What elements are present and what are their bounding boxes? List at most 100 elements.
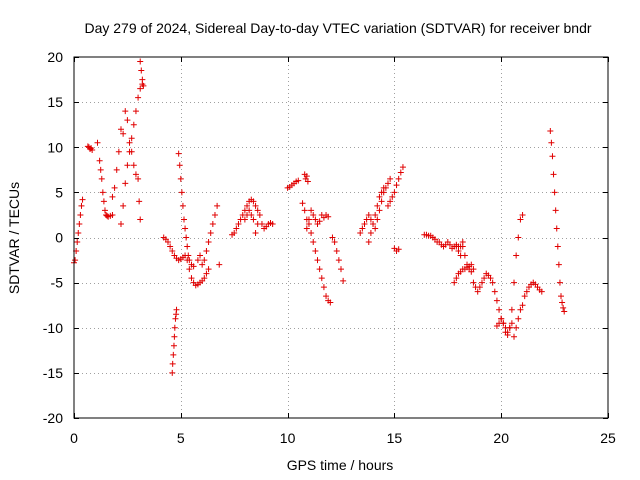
data-point <box>209 220 216 227</box>
data-point <box>126 139 133 146</box>
data-point <box>556 279 563 286</box>
y-tick-label: 10 <box>47 139 63 155</box>
data-point <box>246 207 253 214</box>
grid-lines <box>74 57 608 418</box>
chart-title: Day 279 of 2024, Sidereal Day-to-day VTE… <box>84 20 591 36</box>
data-point <box>338 266 344 273</box>
data-point <box>184 243 191 250</box>
x-tick-label: 5 <box>177 430 185 446</box>
axis-ticks <box>74 57 609 419</box>
x-tick-label: 0 <box>70 430 78 446</box>
data-point <box>175 150 182 157</box>
data-point <box>365 211 372 218</box>
data-point <box>374 202 381 209</box>
data-series-arc-12 <box>241 207 261 236</box>
data-point <box>171 333 178 340</box>
x-axis-label: GPS time / hours <box>287 457 394 473</box>
data-point <box>399 164 406 171</box>
data-point <box>169 369 176 376</box>
data-point <box>370 220 377 227</box>
data-point <box>139 76 146 83</box>
x-tick-label: 20 <box>493 430 509 446</box>
data-point <box>98 175 105 182</box>
data-point <box>493 297 500 304</box>
data-point <box>470 279 477 286</box>
data-series-arc-17 <box>329 234 347 284</box>
data-point <box>367 229 374 236</box>
data-point <box>77 211 84 218</box>
data-point <box>190 263 197 270</box>
data-point <box>185 252 192 259</box>
data-point <box>244 202 251 209</box>
data-point <box>115 148 122 155</box>
data-point <box>320 284 327 291</box>
data-point <box>372 211 379 218</box>
data-point <box>511 279 518 286</box>
data-point <box>538 288 545 295</box>
data-point <box>468 261 475 268</box>
data-series-arc-08 <box>160 234 212 289</box>
data-point <box>380 184 387 191</box>
data-point <box>378 198 385 205</box>
data-point <box>250 198 257 205</box>
data-point <box>126 148 133 155</box>
data-point <box>508 306 515 313</box>
y-axis-label: SDTVAR / TECUs <box>6 182 22 294</box>
y-tick-label: -15 <box>43 365 63 381</box>
data-point <box>170 342 177 349</box>
data-point <box>109 211 116 218</box>
data-point <box>96 157 103 164</box>
data-series-arc-22 <box>421 231 466 252</box>
data-point <box>476 284 483 291</box>
data-point <box>513 252 520 259</box>
data-point <box>130 162 137 169</box>
data-point <box>318 275 325 282</box>
data-point <box>250 216 257 223</box>
data-point <box>314 257 321 264</box>
data-point <box>376 207 383 214</box>
data-point <box>205 266 212 273</box>
data-point <box>194 257 201 264</box>
data-point <box>515 315 522 322</box>
data-point <box>79 196 86 203</box>
data-series-arc-16 <box>303 207 332 232</box>
data-point <box>548 139 555 146</box>
data-point <box>325 213 332 220</box>
data-point <box>308 207 315 214</box>
data-series-arc-19 <box>365 184 387 246</box>
data-points <box>71 58 568 376</box>
data-point <box>176 162 183 169</box>
data-point <box>489 279 496 286</box>
data-point <box>178 189 185 196</box>
data-point <box>124 162 131 169</box>
data-point <box>323 293 330 300</box>
data-point <box>453 275 460 282</box>
data-point <box>135 94 142 101</box>
data-point <box>94 139 101 146</box>
data-point <box>203 270 210 277</box>
data-point <box>519 302 526 309</box>
data-point <box>132 171 139 178</box>
data-series-arc-21 <box>391 245 402 255</box>
data-point <box>78 202 85 209</box>
data-point <box>211 211 218 218</box>
data-point <box>137 58 144 65</box>
data-point <box>513 324 520 331</box>
plot-frame <box>73 56 609 419</box>
data-point <box>201 257 208 264</box>
data-point <box>252 229 259 236</box>
data-point <box>101 207 108 214</box>
data-point <box>455 248 462 255</box>
data-point <box>72 257 79 264</box>
data-point <box>550 171 557 178</box>
data-series-arc-14 <box>301 171 311 185</box>
data-point <box>203 248 210 255</box>
data-point <box>312 216 319 223</box>
data-point <box>310 211 317 218</box>
data-point <box>216 261 223 268</box>
data-point <box>555 261 562 268</box>
data-point <box>478 279 485 286</box>
data-point <box>374 216 381 223</box>
data-point <box>453 243 460 250</box>
data-point <box>252 202 259 209</box>
